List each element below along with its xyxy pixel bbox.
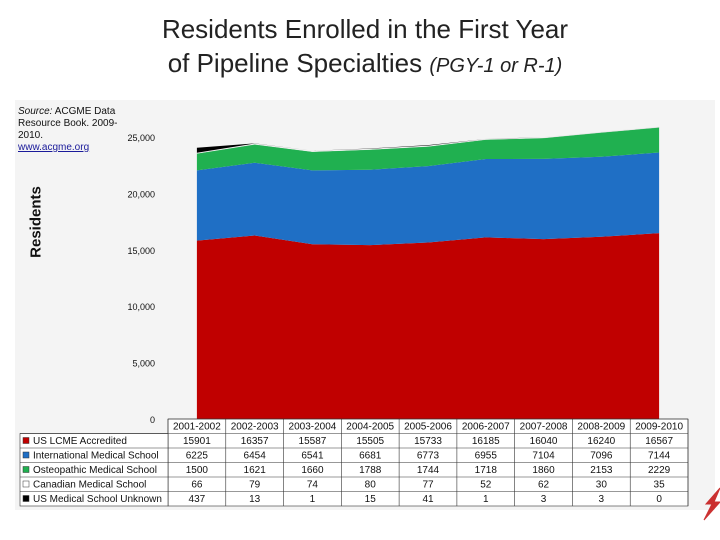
legend-swatch	[22, 495, 30, 502]
data-cell: 1660	[301, 465, 324, 476]
category-label: 2004-2005	[346, 422, 394, 433]
data-cell: 16040	[530, 436, 558, 447]
data-cell: 7096	[590, 451, 613, 462]
data-cell: 16567	[645, 436, 673, 447]
data-cell: 1621	[244, 465, 267, 476]
area-series-1	[196, 152, 660, 246]
data-cell: 62	[538, 480, 550, 491]
data-cell: 66	[191, 480, 203, 491]
legend-swatch	[22, 451, 30, 459]
series-row-label: Osteopathic Medical School	[33, 465, 157, 476]
data-cell: 15901	[183, 436, 211, 447]
category-label: 2003-2004	[289, 422, 337, 433]
category-label: 2007-2008	[520, 422, 568, 433]
data-cell: 7144	[648, 451, 671, 462]
source-note: Source: ACGME Data Resource Book. 2009-2…	[18, 106, 128, 154]
data-cell: 41	[422, 494, 434, 505]
data-cell: 1744	[417, 465, 440, 476]
y-tick-label: 20,000	[127, 189, 155, 199]
data-cell: 16357	[241, 436, 269, 447]
data-cell: 35	[654, 480, 666, 491]
series-row-label: International Medical School	[33, 451, 159, 462]
legend-swatch	[22, 466, 30, 473]
data-cell: 6225	[186, 451, 209, 462]
data-cell: 6454	[244, 451, 267, 462]
data-cell: 80	[365, 480, 377, 491]
data-cell: 1788	[359, 465, 382, 476]
data-cell: 6681	[359, 451, 382, 462]
data-cell: 2153	[590, 465, 613, 476]
category-label: 2006-2007	[462, 422, 510, 433]
category-label: 2002-2003	[231, 422, 279, 433]
data-cell: 1718	[475, 465, 498, 476]
publisher-logo	[703, 487, 720, 521]
data-cell: 3	[599, 494, 605, 505]
title-line-2-main: of Pipeline Specialties	[167, 48, 423, 78]
title-line-2-suffix: (PGY-1 or R-1)	[429, 55, 563, 77]
data-cell: 3	[541, 494, 547, 505]
series-row-label: US Medical School Unknown	[33, 494, 162, 505]
data-cell: 1860	[532, 465, 555, 476]
category-label: 2001-2002	[173, 422, 221, 433]
data-cell: 16240	[587, 436, 615, 447]
title-line-1: Residents Enrolled in the First Year	[161, 14, 569, 44]
y-axis-ticks: 0 5,000 10,000 15,000 20,000 25,000	[127, 133, 155, 425]
area-series-0	[196, 233, 660, 420]
legend-swatch	[22, 437, 30, 444]
data-cell: 2229	[648, 465, 671, 476]
data-cell: 77	[422, 480, 434, 491]
area-series-group	[196, 126, 660, 420]
data-cell: 16185	[472, 436, 500, 447]
data-cell: 6955	[475, 451, 498, 462]
data-cell: 52	[480, 480, 492, 491]
source-link[interactable]: www.acgme.org	[18, 142, 90, 153]
data-cell: 0	[656, 494, 662, 505]
legend-swatch	[22, 480, 30, 488]
data-table: 2001-2002 2002-2003 2003-2004 2004-2005 2005…	[19, 418, 689, 507]
title-line-2: of Pipeline Specialties (PGY-1 or R-1)	[0, 46, 720, 83]
data-cell: 74	[307, 480, 319, 491]
data-cell: 1	[310, 494, 316, 505]
data-cell: 15505	[356, 436, 384, 447]
y-tick-label: 0	[150, 415, 155, 425]
data-cell: 15	[365, 494, 377, 505]
data-cell: 6541	[301, 451, 324, 462]
chart-title: Residents Enrolled in the First Year of …	[0, 12, 720, 83]
series-row-label: US LCME Accredited	[33, 436, 127, 447]
data-cell: 7104	[532, 451, 555, 462]
data-cell: 13	[249, 494, 261, 505]
data-cell: 1500	[186, 465, 209, 476]
data-cell: 1	[483, 494, 489, 505]
y-tick-label: 5,000	[132, 359, 155, 369]
series-row-label: Canadian Medical School	[33, 480, 146, 491]
data-cell: 15587	[299, 436, 327, 447]
data-cell: 437	[189, 494, 206, 505]
data-cell: 15733	[414, 436, 442, 447]
source-text: ACGME Data Resource Book. 2009-2010.	[18, 106, 118, 141]
data-cell: 79	[249, 480, 261, 491]
y-tick-label: 25,000	[127, 133, 155, 143]
data-cell: 30	[596, 480, 608, 491]
category-label: 2008-2009	[577, 422, 625, 433]
category-label: 2005-2006	[404, 422, 452, 433]
category-label: 2009-2010	[635, 422, 683, 433]
y-tick-label: 15,000	[127, 246, 155, 256]
data-cell: 6773	[417, 451, 440, 462]
y-tick-label: 10,000	[127, 302, 155, 312]
source-label: Source:	[18, 106, 53, 117]
table-label-frame	[19, 433, 169, 507]
